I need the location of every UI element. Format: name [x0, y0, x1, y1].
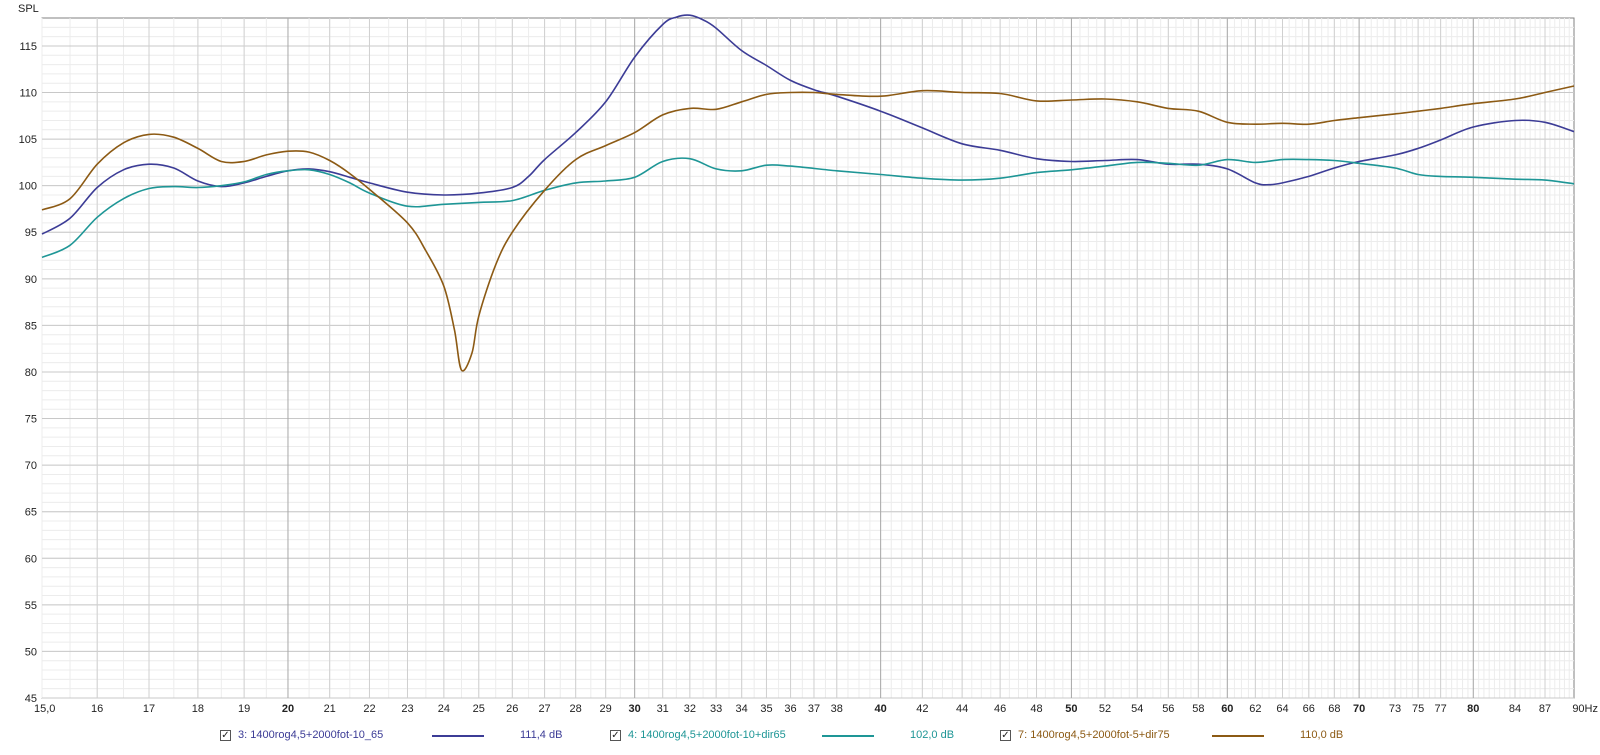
y-tick-label: 110: [19, 88, 37, 100]
x-tick-label: 34: [736, 703, 748, 715]
y-tick-label: 65: [25, 507, 37, 519]
legend-swatch: [822, 735, 874, 737]
x-tick-label: 42: [916, 703, 928, 715]
y-tick-label: 95: [25, 227, 37, 239]
y-axis-label: SPL: [18, 3, 39, 15]
x-tick-label: 28: [570, 703, 582, 715]
x-tick-label: 30: [629, 703, 641, 715]
x-tick-label: 32: [684, 703, 696, 715]
y-tick-label: 75: [25, 414, 37, 426]
x-tick-label: 77: [1434, 703, 1446, 715]
x-tick-label: 26: [506, 703, 518, 715]
x-tick-label: 64: [1276, 703, 1288, 715]
x-tick-label: 24: [438, 703, 450, 715]
legend-item-1[interactable]: ✓ 3: 1400rog4,5+2000fot-10_65 111,4 dB: [220, 728, 590, 748]
legend-series-value: 111,4 dB: [520, 729, 563, 741]
x-tick-label: 31: [657, 703, 669, 715]
x-tick-label: 68: [1328, 703, 1340, 715]
legend-swatch: [432, 735, 484, 737]
legend-series-name: 7: 1400rog4,5+2000fot-5+dir75: [1018, 729, 1170, 741]
legend: ✓ 3: 1400rog4,5+2000fot-10_65 111,4 dB ✓ 4: …: [0, 728, 1600, 752]
x-tick-label: 56: [1162, 703, 1174, 715]
y-tick-label: 50: [25, 646, 37, 658]
series-line-2: [41, 157, 1575, 259]
x-tick-label: 19: [238, 703, 250, 715]
legend-item-3[interactable]: ✓ 7: 1400rog4,5+2000fot-5+dir75 110,0 dB: [1000, 728, 1370, 748]
legend-item-2[interactable]: ✓ 4: 1400rog4,5+2000fot-10+dir65 102,0 dB: [610, 728, 980, 748]
x-tick-labels: 15,0 16 17 18 19 20 21 22 23 24 25 26 27 28 29 30 31 32 33…: [34, 703, 1598, 715]
x-tick-label: 44: [956, 703, 968, 715]
x-tick-label: 73: [1389, 703, 1401, 715]
x-tick-label: 84: [1509, 703, 1521, 715]
legend-series-name: 3: 1400rog4,5+2000fot-10_65: [238, 729, 384, 741]
y-tick-label: 55: [25, 600, 37, 612]
legend-series-value: 110,0 dB: [1300, 729, 1344, 741]
major-grid: [42, 18, 1574, 699]
y-tick-labels: 45 50 55 60 65 70 75 80 85 90 95 100 105 110 115: [19, 41, 37, 705]
x-tick-label: 36: [784, 703, 796, 715]
x-tick-label: 27: [538, 703, 550, 715]
x-tick-label: 17: [143, 703, 155, 715]
legend-checkbox[interactable]: ✓: [220, 730, 231, 741]
x-tick-label: 40: [875, 703, 887, 715]
x-tick-label: 21: [324, 703, 336, 715]
x-tick-label: 75: [1412, 703, 1424, 715]
x-tick-label: 35: [760, 703, 772, 715]
y-tick-label: 80: [25, 367, 37, 379]
y-tick-label: 100: [19, 181, 37, 193]
series-line-1: [41, 14, 1575, 235]
x-tick-label: 29: [600, 703, 612, 715]
x-tick-label: 50: [1065, 703, 1077, 715]
x-tick-label: 16: [91, 703, 103, 715]
x-tick-label: 60: [1221, 703, 1233, 715]
x-tick-label: 38: [831, 703, 843, 715]
x-tick-label: 54: [1131, 703, 1143, 715]
x-tick-label: 18: [192, 703, 204, 715]
x-tick-label: 48: [1030, 703, 1042, 715]
x-tick-label: 80: [1467, 703, 1479, 715]
legend-series-name: 4: 1400rog4,5+2000fot-10+dir65: [628, 729, 786, 741]
y-tick-label: 70: [25, 460, 37, 472]
y-tick-label: 85: [25, 320, 37, 332]
legend-swatch: [1212, 735, 1264, 737]
x-tick-label: 22: [363, 703, 375, 715]
x-tick-label: 58: [1192, 703, 1204, 715]
series-line-3: [41, 85, 1575, 372]
x-tick-label: 33: [710, 703, 722, 715]
y-tick-label: 45: [25, 693, 37, 705]
x-tick-label: 37: [808, 703, 820, 715]
series-lines: [41, 14, 1575, 372]
y-tick-label: 90: [25, 274, 37, 286]
x-tick-label: 62: [1249, 703, 1261, 715]
y-tick-label: 60: [25, 553, 37, 565]
plot-frame: [41, 17, 1575, 699]
x-tick-label: 46: [994, 703, 1006, 715]
x-tick-label: 70: [1353, 703, 1365, 715]
x-tick-label: 20: [282, 703, 294, 715]
y-tick-label: 105: [19, 134, 37, 146]
legend-checkbox[interactable]: ✓: [610, 730, 621, 741]
x-tick-label: 87: [1539, 703, 1551, 715]
x-tick-label: 66: [1303, 703, 1315, 715]
x-tick-label: 25: [473, 703, 485, 715]
legend-series-value: 102,0 dB: [910, 729, 955, 741]
x-tick-label: 15,0: [34, 703, 55, 715]
legend-checkbox[interactable]: ✓: [1000, 730, 1011, 741]
x-tick-label: 23: [401, 703, 413, 715]
y-tick-label: 115: [19, 41, 37, 53]
x-tick-label: 52: [1099, 703, 1111, 715]
x-tick-label: 90Hz: [1572, 703, 1598, 715]
